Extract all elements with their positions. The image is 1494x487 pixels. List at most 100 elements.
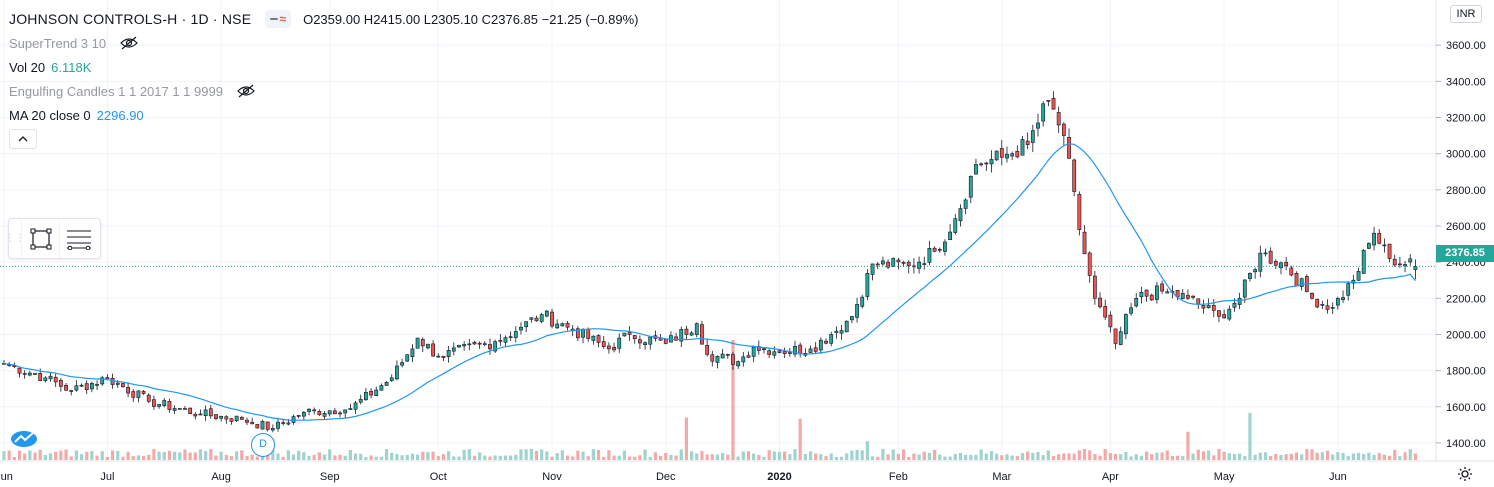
candle-body	[818, 339, 823, 351]
volume-bar	[865, 441, 869, 460]
tradingview-logo-icon[interactable]	[10, 428, 38, 448]
volume-bar	[1124, 451, 1128, 460]
volume-bar	[1098, 455, 1102, 460]
candle-body	[638, 339, 642, 344]
candle	[979, 162, 984, 167]
volume-bar	[121, 456, 125, 460]
candle	[1123, 313, 1128, 340]
collapse-legend-button[interactable]	[9, 129, 37, 149]
ma-row[interactable]: MA 20 close 0 2296.90	[9, 103, 638, 127]
candle	[384, 381, 389, 386]
candle	[1279, 261, 1283, 275]
compare-pill[interactable]: ━ ≈	[265, 10, 292, 28]
volume-bar	[1382, 454, 1386, 460]
candle	[1341, 290, 1345, 304]
rectangle-tool-button[interactable]	[21, 219, 59, 258]
candle-body	[1160, 283, 1164, 292]
candle	[932, 246, 937, 253]
volume-bar	[571, 456, 575, 460]
volume-bar	[798, 418, 802, 460]
lines-tool-button[interactable]	[59, 219, 97, 258]
engulfing-row[interactable]: Engulfing Candles 1 1 2017 1 1 9999	[9, 79, 638, 103]
volume-bar	[1341, 452, 1345, 460]
candle-body	[927, 247, 932, 263]
candle	[627, 326, 632, 341]
volume-bar	[953, 453, 957, 460]
volume-bar	[1181, 456, 1185, 460]
candle	[591, 335, 596, 345]
volume-bar	[876, 456, 880, 460]
volume-bar	[752, 453, 756, 460]
candle-body	[327, 410, 332, 415]
candle	[276, 417, 280, 432]
candle-body	[1072, 159, 1077, 192]
candle-body	[451, 347, 456, 352]
volume-bar	[1243, 456, 1247, 460]
supertrend-label: SuperTrend 3 10	[9, 35, 107, 51]
volume-bar	[48, 453, 53, 460]
candle	[22, 370, 27, 379]
candle	[1082, 225, 1087, 255]
candle-body	[715, 356, 720, 363]
candle	[617, 333, 622, 353]
candle-body	[1139, 291, 1144, 298]
currency-label[interactable]: INR	[1450, 5, 1482, 23]
symbol-title[interactable]: JOHNSON CONTROLS-H · 1D · NSE	[9, 11, 252, 27]
volume-row[interactable]: Vol 20 6.118K	[9, 55, 638, 79]
candle-body	[1315, 298, 1320, 308]
time-axis[interactable]: Jun Jul Aug Sep Oct Nov Dec 2020 Feb Mar Apr May Jun	[0, 471, 1347, 483]
volume-bar	[1201, 451, 1206, 460]
candle-body	[586, 328, 591, 339]
volume-bar	[188, 452, 192, 460]
volume-bar	[1393, 449, 1397, 460]
candle	[984, 161, 989, 171]
candle-body	[379, 385, 384, 391]
volume-bar	[1408, 449, 1412, 460]
volume-bar	[136, 455, 141, 460]
drawing-toolbox[interactable]: ⋮⋮	[5, 218, 101, 259]
volume-bar	[1170, 455, 1175, 460]
candle-body	[984, 162, 989, 165]
volume-bar	[700, 451, 704, 460]
candle	[157, 404, 162, 409]
candle	[684, 325, 689, 340]
dividend-event-badge[interactable]: D	[251, 433, 275, 457]
candle	[669, 331, 673, 343]
volume-bar	[162, 451, 166, 460]
gear-icon[interactable]	[1457, 466, 1473, 482]
candle-body	[1118, 331, 1123, 345]
price-axis[interactable]: 1400.001600.001800.002000.002200.002400.…	[1436, 40, 1486, 450]
candle-body	[663, 338, 668, 344]
candle-body	[968, 175, 973, 198]
candle	[1398, 256, 1402, 268]
volume-bar	[948, 456, 952, 460]
candle	[1108, 311, 1113, 333]
eye-hidden-icon[interactable]	[120, 36, 138, 50]
eye-hidden-icon[interactable]	[237, 84, 255, 98]
candle-body	[1005, 153, 1009, 159]
drag-handle-icon[interactable]: ⋮⋮	[5, 233, 25, 244]
ohlc-values: O2359.00 H2415.00 L2305.10 C2376.85 −21.…	[303, 11, 639, 27]
candle-body	[544, 310, 549, 317]
chevron-up-icon	[18, 136, 28, 142]
ma-line	[3, 142, 1416, 421]
price-tick-label: 2800.00	[1446, 185, 1486, 197]
candle-body	[307, 408, 311, 412]
candle-body	[679, 329, 684, 342]
candle	[948, 223, 953, 241]
volume-bar	[2, 451, 6, 460]
chart-legend: JOHNSON CONTROLS-H · 1D · NSE ━ ≈ O2359.…	[9, 7, 638, 149]
candle-body	[617, 337, 622, 349]
volume-bar	[1207, 450, 1211, 460]
candle	[994, 150, 999, 161]
candle	[550, 308, 554, 329]
candle	[612, 342, 616, 353]
candle	[1320, 300, 1325, 309]
candle	[250, 417, 255, 425]
candle-body	[601, 341, 606, 347]
candle	[751, 345, 756, 363]
candle-body	[188, 407, 193, 414]
candle-body	[193, 414, 198, 417]
supertrend-row[interactable]: SuperTrend 3 10	[9, 31, 638, 55]
